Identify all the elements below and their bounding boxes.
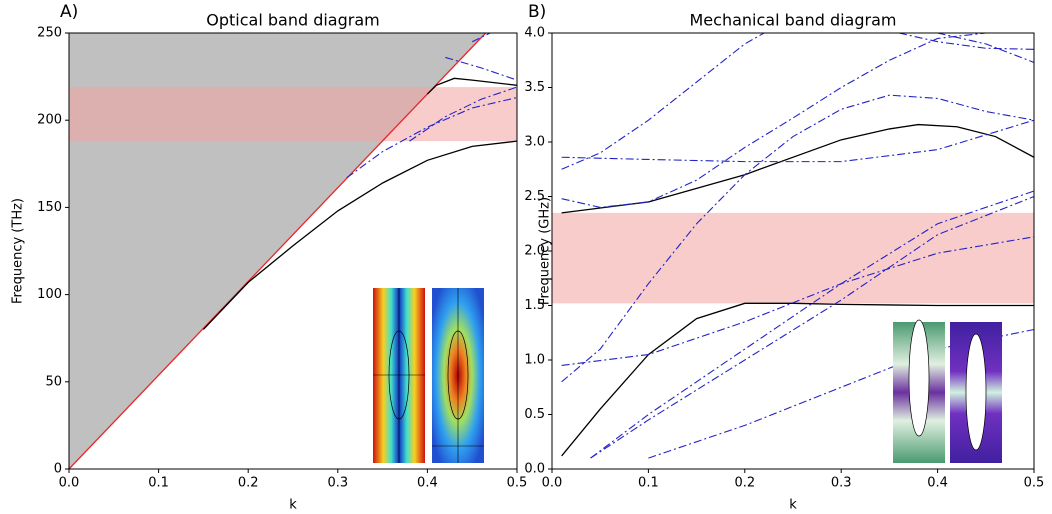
band-line xyxy=(561,119,1034,163)
x-tick-label: 0.5 xyxy=(507,476,528,491)
band-line xyxy=(69,33,487,469)
x-tick-label: 0.2 xyxy=(734,476,755,491)
y-tick-label: 2.0 xyxy=(524,244,545,259)
mode-inset xyxy=(893,319,1002,463)
band-line xyxy=(561,302,1034,457)
y-tick-label: 250 xyxy=(37,26,62,41)
x-tick-label: 0.4 xyxy=(927,476,948,491)
y-tick-label: 3.5 xyxy=(524,80,545,95)
band-line xyxy=(561,123,1034,214)
x-tick-label: 0.3 xyxy=(831,476,852,491)
x-tick-label: 0.1 xyxy=(148,476,169,491)
panel-label: A) xyxy=(60,2,78,22)
axes-frame xyxy=(68,32,518,470)
x-axis-label: k xyxy=(789,498,797,513)
y-tick-label: 2.5 xyxy=(524,189,545,204)
band-line xyxy=(202,140,517,330)
bandgap xyxy=(69,87,517,142)
x-tick-label: 0.3 xyxy=(327,476,348,491)
band-line xyxy=(561,33,986,208)
band-line xyxy=(590,190,1034,459)
x-axis-label: k xyxy=(289,498,297,513)
y-tick-label: 0.0 xyxy=(524,462,545,477)
x-tick-label: 0.5 xyxy=(1024,476,1045,491)
band-line xyxy=(561,33,765,170)
chart-title: Mechanical band diagram xyxy=(690,11,897,30)
band-line xyxy=(937,33,1034,63)
band-line xyxy=(445,56,517,81)
x-tick-label: 0.4 xyxy=(417,476,438,491)
band-line xyxy=(426,77,517,95)
panel-label: B) xyxy=(528,2,546,22)
y-tick-label: 1.0 xyxy=(524,353,545,368)
y-tick-label: 3.0 xyxy=(524,135,545,150)
band-line xyxy=(561,236,1034,366)
x-tick-label: 0.1 xyxy=(638,476,659,491)
plot-area xyxy=(69,33,517,469)
y-tick-label: 100 xyxy=(37,287,62,302)
x-tick-label: 0.0 xyxy=(59,476,80,491)
y-axis-label: Frequency (THz) xyxy=(11,198,26,304)
x-tick-label: 0.0 xyxy=(542,476,563,491)
y-axis-label: Frequency (GHz) xyxy=(538,197,553,305)
band-line xyxy=(898,33,1034,50)
y-tick-label: 50 xyxy=(45,374,62,389)
plot-area xyxy=(552,33,1034,459)
y-tick-label: 0 xyxy=(54,462,62,477)
y-tick-label: 1.5 xyxy=(524,298,545,313)
x-tick-label: 0.2 xyxy=(238,476,259,491)
bandgap xyxy=(552,212,1034,304)
y-tick-label: 4.0 xyxy=(524,26,545,41)
band-line xyxy=(409,86,517,142)
field-inset xyxy=(373,288,484,463)
y-tick-label: 200 xyxy=(37,113,62,128)
band-line xyxy=(471,33,491,43)
chart-title: Optical band diagram xyxy=(206,11,379,30)
y-tick-label: 0.5 xyxy=(524,407,545,422)
band-line xyxy=(561,94,1034,383)
y-tick-label: 150 xyxy=(37,200,62,215)
